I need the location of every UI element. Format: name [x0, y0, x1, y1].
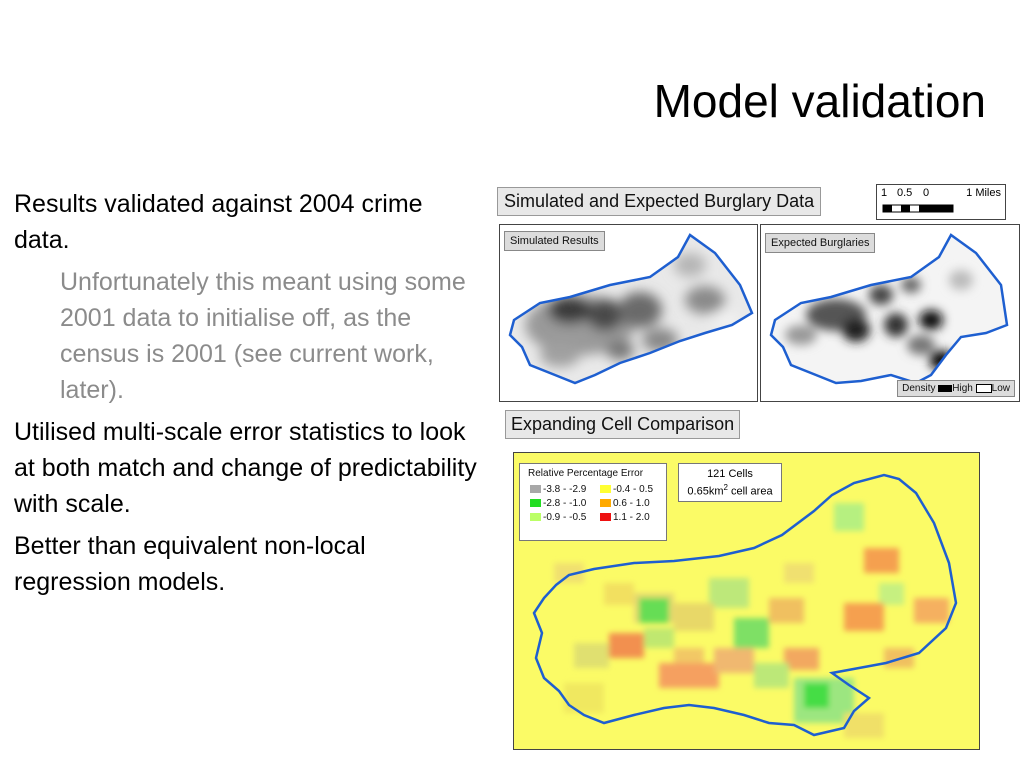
density-high-label: High: [952, 383, 973, 394]
legend-swatch-red: [600, 513, 611, 522]
density-high-swatch: [938, 384, 953, 392]
legend-swatch-green: [530, 499, 541, 508]
legend-swatch-light-green: [530, 513, 541, 522]
cells-count: 121 Cells: [707, 468, 753, 480]
scale-bar-graphic: [882, 204, 954, 213]
expected-density-surface: [769, 233, 1009, 385]
legend-range-6: 1.1 - 2.0: [613, 512, 650, 523]
legend-entry-0-6: 0.6 - 1.0: [600, 498, 650, 509]
expanding-cell-comparison-map: Relative Percentage Error -3.8 - -2.9 -0…: [513, 452, 980, 750]
scale-bar: 1 0.5 0 1 Miles: [876, 184, 1006, 220]
simulated-results-label: Simulated Results: [504, 231, 605, 251]
figure-bottom-heading: Expanding Cell Comparison: [505, 410, 741, 439]
scale-tick-1: 1: [881, 187, 888, 199]
error-legend-title: Relative Percentage Error: [528, 468, 644, 479]
legend-entry-neg-0-4: -0.4 - 0.5: [600, 484, 653, 495]
legend-entry-neg-0-9: -0.9 - -0.5: [530, 512, 586, 523]
sub-bullet-census-note: Unfortunately this meant using some 2001…: [60, 268, 466, 404]
slide-title: Model validation: [653, 75, 986, 127]
relative-error-legend: Relative Percentage Error -3.8 - -2.9 -0…: [519, 463, 667, 541]
legend-entry-neg-3-8: -3.8 - -2.9: [530, 484, 586, 495]
legend-range-2: -0.4 - 0.5: [613, 484, 654, 495]
scale-unit-label: 1 Miles: [966, 187, 1001, 199]
slide-body: Results validated against 2004 crime dat…: [14, 186, 484, 606]
density-legend: Density High Low: [897, 380, 1015, 397]
legend-range-4: 0.6 - 1.0: [613, 498, 650, 509]
density-legend-label: Density: [902, 383, 936, 394]
bullet-non-local-regression: Better than equivalent non-local regress…: [14, 532, 366, 596]
error-cell-grid: [514, 453, 979, 749]
legend-entry-neg-2-8: -2.8 - -1.0: [530, 498, 586, 509]
density-low-swatch: [975, 383, 992, 393]
legend-swatch-yellow: [600, 485, 611, 494]
legend-range-1: -3.8 - -2.9: [543, 484, 587, 495]
expected-burglaries-map: Expected Burglaries Density High Low: [760, 224, 1020, 402]
figure-top-heading: Simulated and Expected Burglary Data: [497, 187, 822, 216]
simulated-density-surface: [508, 233, 754, 385]
bullet-multi-scale-error: Utilised multi-scale error statistics to…: [14, 418, 477, 518]
expected-burglaries-label: Expected Burglaries: [765, 233, 876, 253]
bullet-results-validated: Results validated against 2004 crime dat…: [14, 190, 423, 254]
cells-info-box: 121 Cells 0.65km2 cell area: [678, 463, 782, 502]
scale-tick-0: 0: [923, 187, 930, 199]
legend-entry-1-1: 1.1 - 2.0: [600, 512, 650, 523]
density-low-label: Low: [991, 383, 1010, 394]
cell-area: 0.65km2 cell area: [687, 483, 773, 498]
legend-swatch-orange: [600, 499, 611, 508]
simulated-results-map: Simulated Results: [499, 224, 758, 402]
legend-range-5: -0.9 - -0.5: [543, 512, 587, 523]
legend-range-3: -2.8 - -1.0: [543, 498, 587, 509]
legend-swatch-gray: [530, 485, 541, 494]
scale-tick-0-5: 0.5: [897, 187, 913, 199]
